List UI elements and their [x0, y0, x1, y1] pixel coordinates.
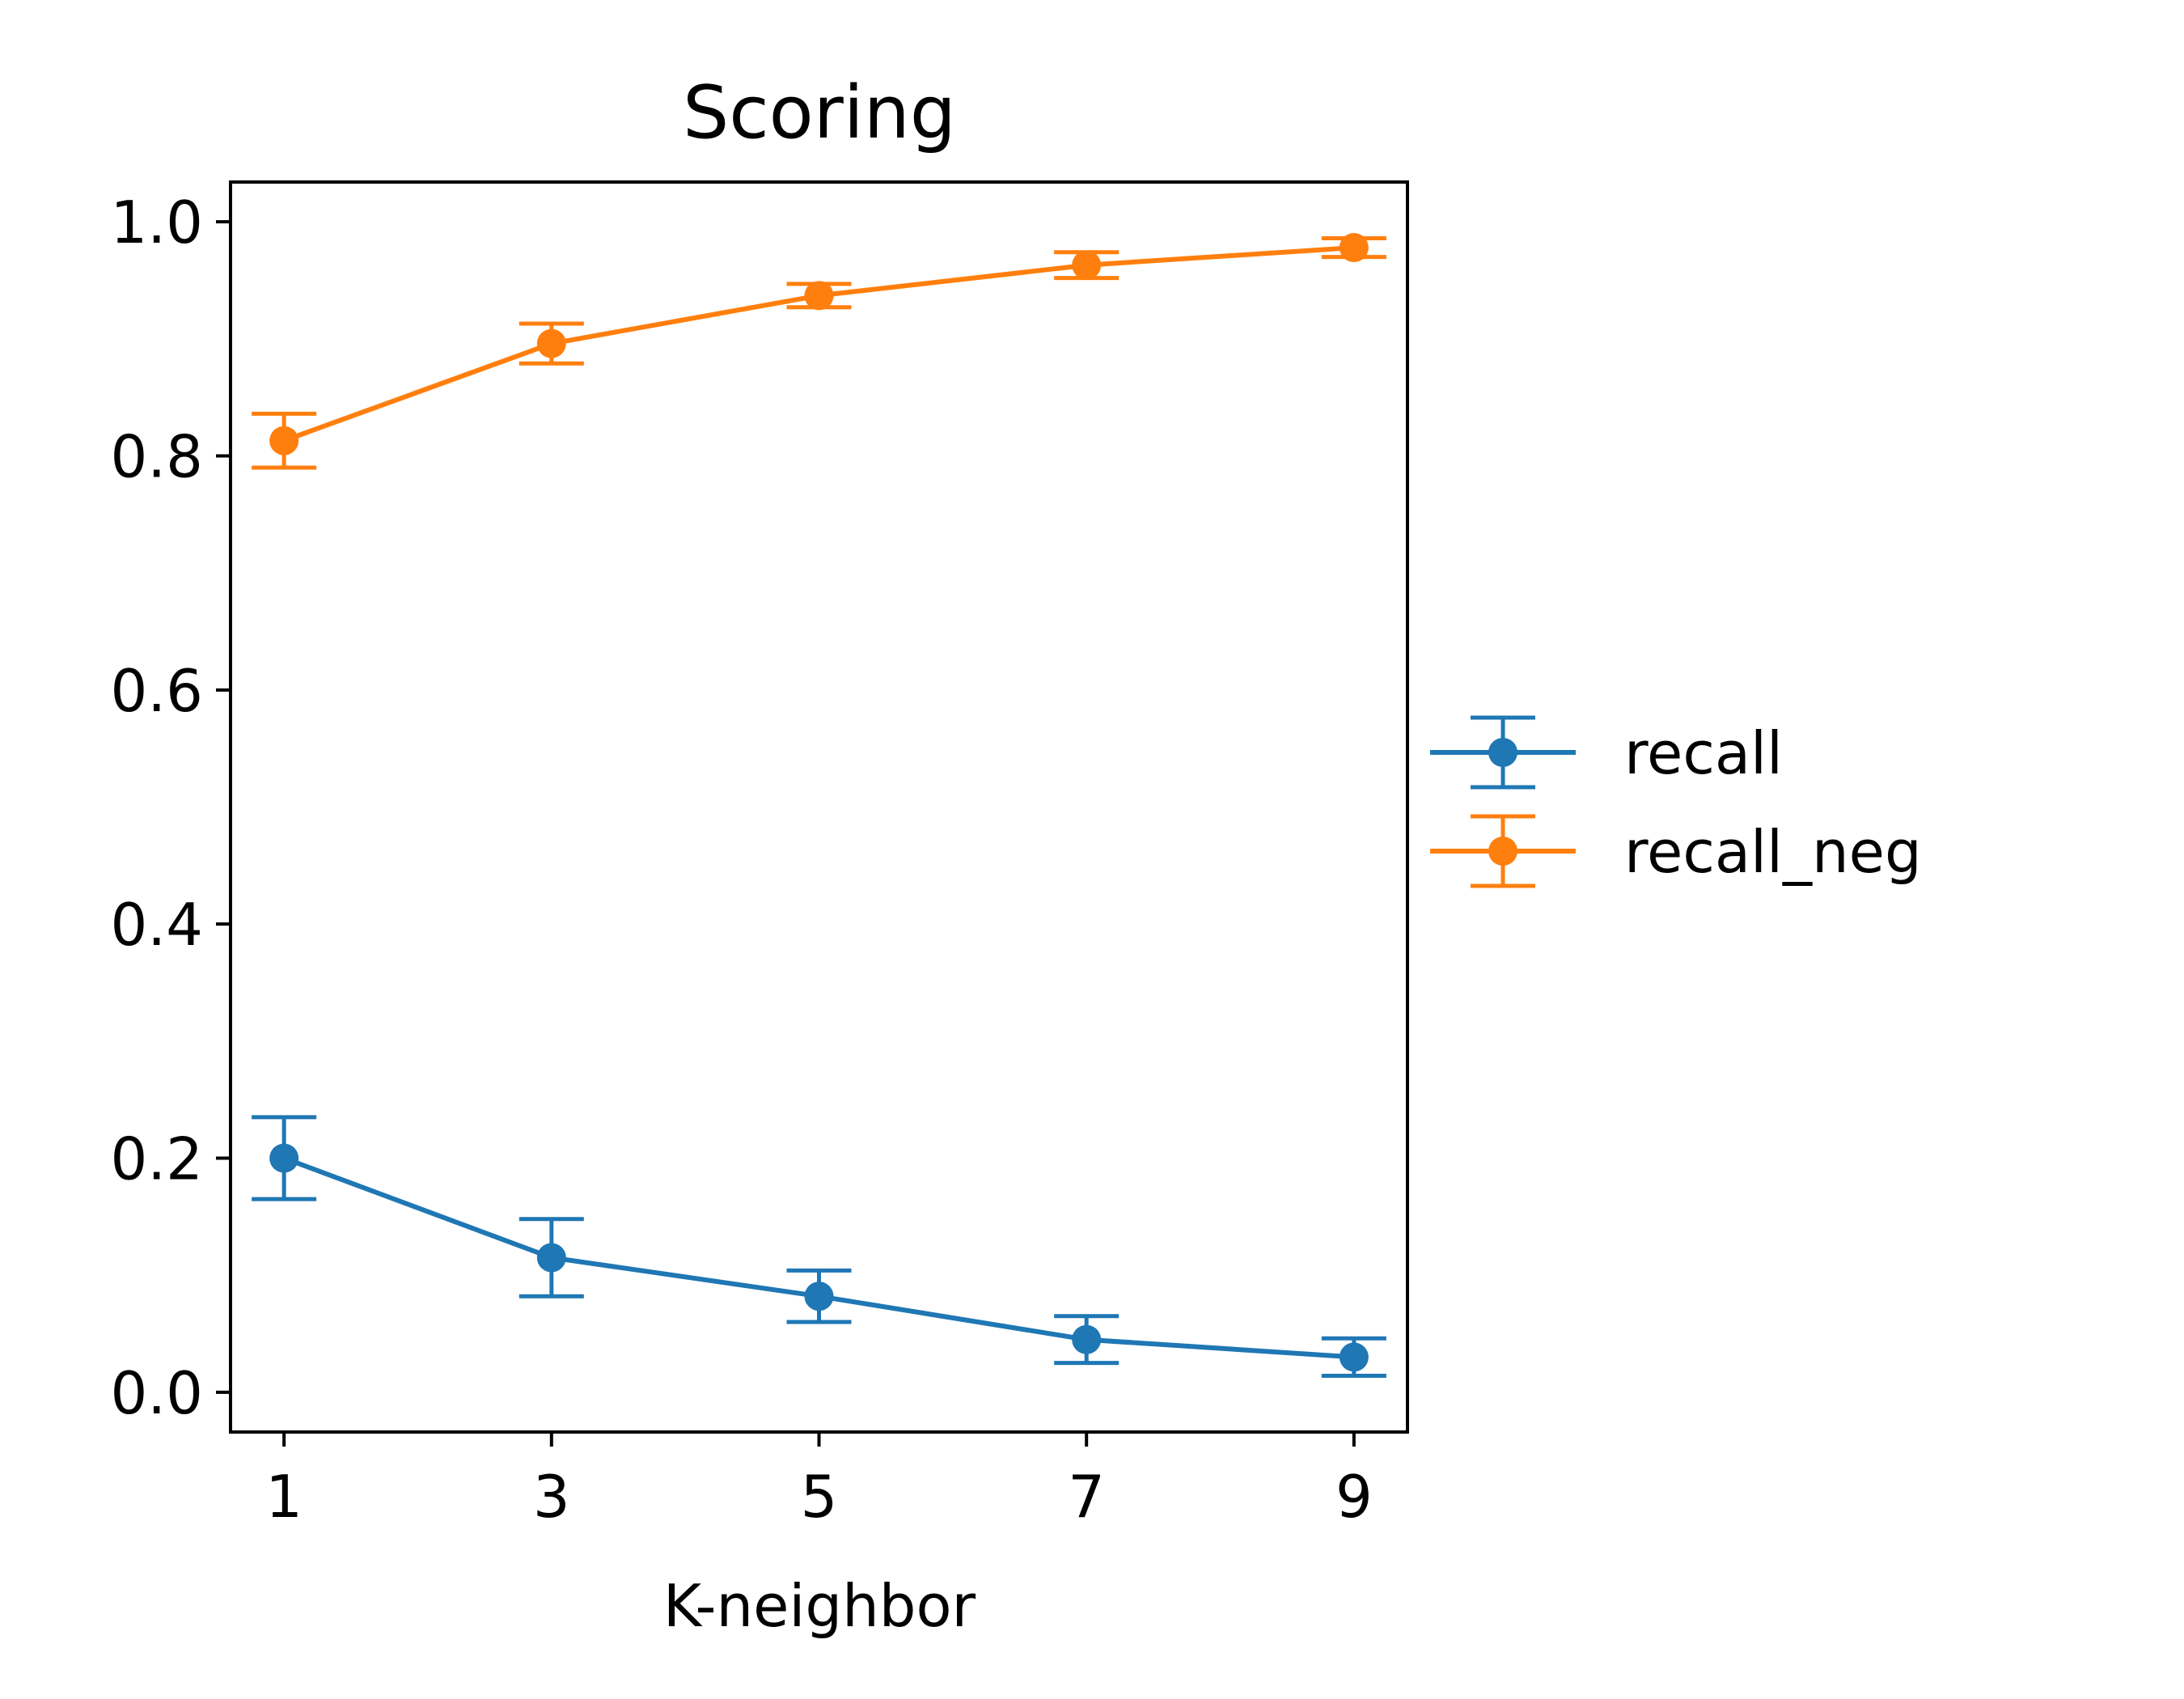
series-recall [252, 1115, 1386, 1379]
legend-item-recall-neg: recall_neg [1430, 814, 1922, 888]
y-tick-label: 0.8 [110, 423, 203, 491]
chart-title: Scoring [683, 70, 956, 155]
x-tick-label: 1 [265, 1463, 303, 1531]
legend-label: recall_neg [1624, 818, 1922, 886]
data-point [1072, 1324, 1102, 1354]
legend-item-recall: recall [1430, 715, 1783, 790]
legend: recall recall_neg [1430, 715, 1922, 888]
legend-label: recall [1624, 719, 1783, 787]
y-tick-label: 1.0 [110, 189, 203, 256]
y-tick-label: 0.4 [110, 891, 203, 959]
y-tick-label: 0.2 [110, 1125, 203, 1193]
x-tick-label: 5 [801, 1463, 838, 1531]
legend-marker [1488, 837, 1517, 866]
data-point [536, 328, 566, 358]
x-axis-ticks: 1 3 5 7 9 [265, 1432, 1373, 1531]
series-line [283, 245, 1355, 443]
y-axis-ticks: 0.0 0.2 0.4 0.6 0.8 1.0 [110, 189, 231, 1427]
y-tick-label: 0.0 [110, 1359, 203, 1427]
data-point [269, 1143, 299, 1173]
series-line [283, 1155, 1355, 1360]
data-point [1339, 233, 1369, 263]
x-tick-label: 9 [1335, 1463, 1373, 1531]
x-tick-label: 7 [1068, 1463, 1105, 1531]
series-layer [252, 233, 1386, 1379]
data-point [1339, 1342, 1369, 1372]
x-axis-label: K-neighbor [663, 1572, 976, 1640]
data-point [269, 426, 299, 455]
data-point [1072, 250, 1102, 280]
data-point [804, 1282, 834, 1311]
x-tick-label: 3 [533, 1463, 570, 1531]
y-tick-label: 0.6 [110, 657, 203, 725]
legend-marker [1488, 738, 1517, 767]
data-point [804, 281, 834, 311]
series-recall-neg [252, 233, 1386, 470]
data-point [536, 1243, 566, 1273]
plot-frame [229, 180, 1409, 1434]
